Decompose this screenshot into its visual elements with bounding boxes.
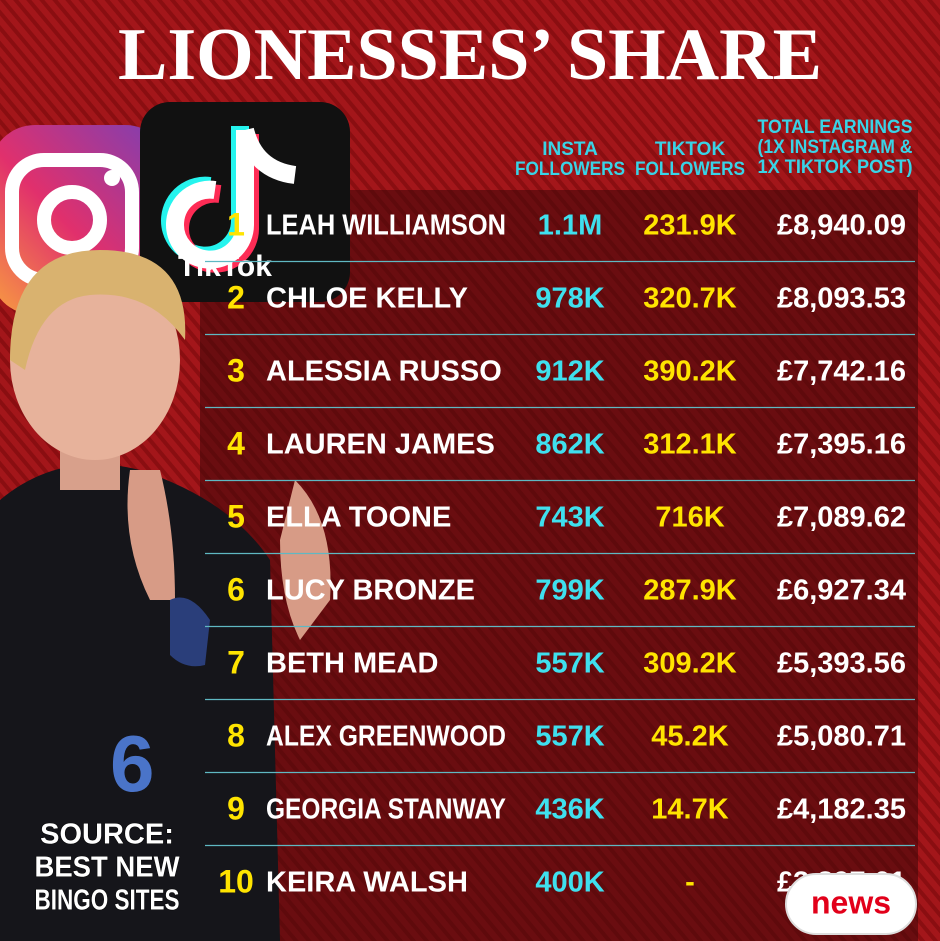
total-earnings: £8,093.53 xyxy=(777,283,906,315)
player-name: BETH MEAD xyxy=(266,648,438,680)
insta-followers: 1.1M xyxy=(538,210,602,242)
total-earnings: £8,940.09 xyxy=(777,210,906,242)
source-text: BEST NEW xyxy=(35,852,181,884)
player-name: LAUREN JAMES xyxy=(266,429,495,461)
news-badge: news xyxy=(785,873,917,935)
rank: 8 xyxy=(227,717,245,753)
tiktok-followers: - xyxy=(685,867,695,899)
tiktok-followers: 231.9K xyxy=(643,210,737,242)
column-header: TOTAL EARNINGS xyxy=(758,117,913,138)
total-earnings: £6,927.34 xyxy=(777,575,906,607)
column-header: INSTA xyxy=(542,139,598,160)
tiktok-followers: 312.1K xyxy=(643,429,737,461)
total-earnings: £7,742.16 xyxy=(777,356,906,388)
title: LIONESSES’ SHARE xyxy=(118,14,822,96)
column-header: FOLLOWERS xyxy=(635,159,745,180)
rank: 5 xyxy=(227,498,245,534)
tiktok-followers: 45.2K xyxy=(651,721,728,753)
insta-followers: 400K xyxy=(535,867,604,899)
shirt-number: 6 xyxy=(110,719,155,808)
badge-text: news xyxy=(811,884,891,920)
total-earnings: £5,393.56 xyxy=(777,648,906,680)
source-text: SOURCE: xyxy=(40,819,174,851)
tiktok-followers: 716K xyxy=(655,502,724,534)
insta-followers: 743K xyxy=(535,502,604,534)
rank: 6 xyxy=(227,571,245,607)
tiktok-followers: 320.7K xyxy=(643,283,737,315)
insta-followers: 557K xyxy=(535,648,604,680)
source-text: BINGO SITES xyxy=(35,885,180,917)
tiktok-followers: 14.7K xyxy=(651,794,728,826)
tiktok-followers: 287.9K xyxy=(643,575,737,607)
insta-followers: 436K xyxy=(535,794,604,826)
player-name: LUCY BRONZE xyxy=(266,575,475,607)
player-name: ELLA TOONE xyxy=(266,502,451,534)
column-header: 1X TIKTOK POST) xyxy=(758,157,913,178)
player-name: ALESSIA RUSSO xyxy=(266,356,502,388)
player-name: KEIRA WALSH xyxy=(266,867,468,899)
tiktok-icon: TikTok xyxy=(140,102,350,302)
insta-followers: 978K xyxy=(535,283,604,315)
player-name: GEORGIA STANWAY xyxy=(266,794,506,826)
rank: 2 xyxy=(227,279,245,315)
rank: 3 xyxy=(227,352,245,388)
total-earnings: £4,182.35 xyxy=(777,794,906,826)
tiktok-label: TikTok xyxy=(178,250,272,283)
insta-followers: 799K xyxy=(535,575,604,607)
column-header: TIKTOK xyxy=(655,139,726,160)
rank: 4 xyxy=(227,425,245,461)
tiktok-followers: 390.2K xyxy=(643,356,737,388)
rank: 10 xyxy=(218,863,254,899)
insta-followers: 912K xyxy=(535,356,604,388)
rank: 7 xyxy=(227,644,245,680)
rank: 1 xyxy=(227,206,245,242)
player-photo: 6 xyxy=(0,250,331,941)
total-earnings: £5,080.71 xyxy=(777,721,906,753)
tiktok-followers: 309.2K xyxy=(643,648,737,680)
rank: 9 xyxy=(227,790,245,826)
total-earnings: £7,395.16 xyxy=(777,429,906,461)
column-header: FOLLOWERS xyxy=(515,159,625,180)
player-name: LEAH WILLIAMSON xyxy=(266,210,506,242)
column-header: (1X INSTAGRAM & xyxy=(758,137,913,158)
total-earnings: £7,089.62 xyxy=(777,502,906,534)
insta-followers: 862K xyxy=(535,429,604,461)
player-name: CHLOE KELLY xyxy=(266,283,468,315)
player-name: ALEX GREENWOOD xyxy=(266,721,506,753)
insta-followers: 557K xyxy=(535,721,604,753)
